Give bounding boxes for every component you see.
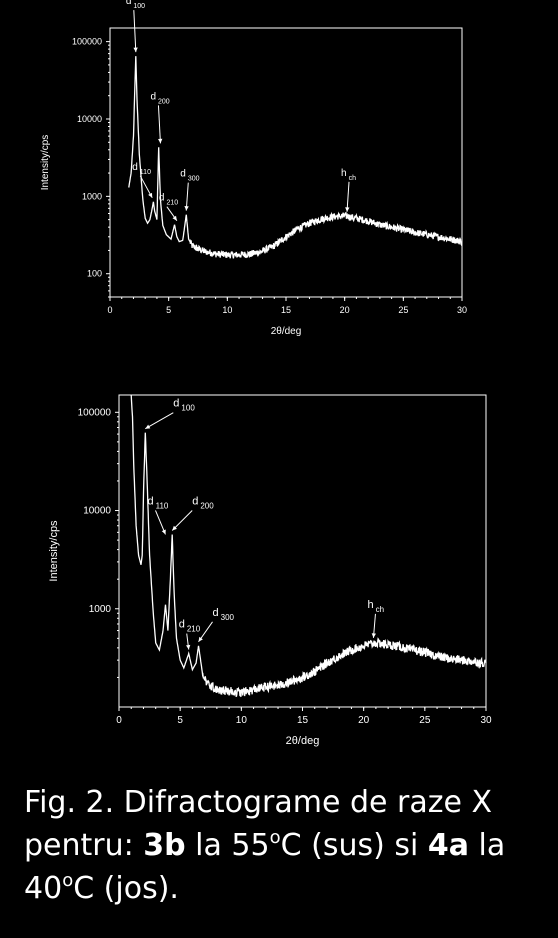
x-tick-label: 30: [480, 715, 492, 726]
x-tick-label: 20: [358, 715, 370, 726]
y-tick-label: 1000: [89, 604, 112, 615]
y-axis-label: Intensity/cps: [48, 520, 60, 582]
annotation-arrowhead: [172, 525, 177, 531]
annotation-arrowhead: [198, 636, 203, 642]
peak-label: d 100: [173, 398, 195, 413]
caption-sample-3b: 3b: [143, 828, 186, 863]
annotation-arrowhead: [148, 192, 153, 198]
series-line: [128, 56, 463, 259]
caption-text: la 55: [185, 828, 270, 863]
peak-label: h ch: [367, 599, 384, 614]
annotation-arrowhead: [145, 424, 151, 429]
annotation-arrowhead: [172, 215, 177, 221]
caption-line-3: 40oC (jos).: [24, 867, 544, 910]
plot-frame: [118, 394, 487, 708]
caption-text: C (jos).: [73, 871, 179, 906]
caption-degree: o: [269, 827, 281, 848]
y-axis-label: Intensity/cps: [40, 135, 51, 191]
x-tick-label: 30: [457, 305, 467, 315]
plot-frame: [109, 27, 463, 298]
x-tick-label: 5: [177, 715, 183, 726]
y-tick-label: 10000: [83, 506, 111, 517]
caption-sample-4a: 4a: [427, 828, 469, 863]
peak-label: d 110: [147, 495, 168, 510]
x-tick-label: 10: [222, 305, 232, 315]
annotation-arrow: [171, 510, 193, 531]
annotation-arrow: [346, 181, 350, 212]
annotation-arrow: [185, 182, 189, 211]
x-tick-label: 15: [297, 715, 309, 726]
annotation-arrow: [145, 412, 174, 430]
x-tick-label: 0: [107, 305, 112, 315]
caption-text: 40: [24, 871, 63, 906]
x-tick-label: 20: [340, 305, 350, 315]
peak-label: h ch: [341, 168, 356, 182]
x-tick-label: 10: [236, 715, 248, 726]
peak-label: d 300: [213, 607, 235, 622]
annotation-arrowhead: [161, 529, 166, 535]
series-line: [130, 394, 487, 698]
peak-label: d 100: [126, 0, 145, 10]
chart-1: 0 5 10 15 20 25 30 100 1000 10000 100000 2θ/deg Inte…: [40, 0, 467, 337]
annotation-arrowhead: [371, 633, 376, 638]
peak-label: d 300: [180, 169, 199, 183]
peak-label: d 200: [150, 91, 169, 105]
y-tick-label: 100: [87, 269, 102, 279]
y-tick-label: 1000: [82, 191, 102, 201]
peak-label: d 210: [159, 193, 178, 207]
caption-line-1: Fig. 2. Difractograme de raze X: [24, 785, 493, 820]
annotation-arrow: [157, 105, 161, 144]
chart-2: 0 5 10 15 20 25 30 1000 10000 100000 2θ/deg Intensi…: [48, 394, 492, 747]
annotation-arrowhead: [345, 207, 350, 212]
y-tick-label: 100000: [78, 407, 112, 418]
caption-line-2: pentru: 3b la 55oC (sus) si 4a la: [24, 824, 544, 867]
caption-text: pentru:: [24, 828, 144, 863]
annotation-arrowhead: [186, 644, 191, 650]
peak-label: d 200: [192, 496, 214, 511]
annotation-arrowhead: [184, 206, 189, 211]
x-tick-label: 25: [398, 305, 408, 315]
x-tick-label: 5: [166, 305, 171, 315]
x-tick-label: 15: [281, 305, 291, 315]
x-tick-label: 25: [419, 715, 431, 726]
x-axis-label: 2θ/deg: [271, 326, 302, 337]
caption-text: C (sus) si: [280, 828, 428, 863]
y-tick-label: 100000: [72, 37, 102, 47]
y-tick-label: 10000: [77, 114, 102, 124]
annotation-arrowhead: [133, 47, 138, 53]
x-tick-label: 0: [116, 715, 122, 726]
caption-degree: o: [62, 870, 74, 891]
caption-text: la: [468, 828, 506, 863]
peak-label: d 210: [179, 619, 201, 634]
x-axis-label: 2θ/deg: [286, 735, 320, 747]
figure-caption: Fig. 2. Difractograme de raze X pentru: …: [24, 781, 544, 910]
peak-label: d 110: [132, 162, 151, 176]
annotation-arrowhead: [158, 138, 163, 144]
annotation-arrow: [133, 10, 137, 53]
